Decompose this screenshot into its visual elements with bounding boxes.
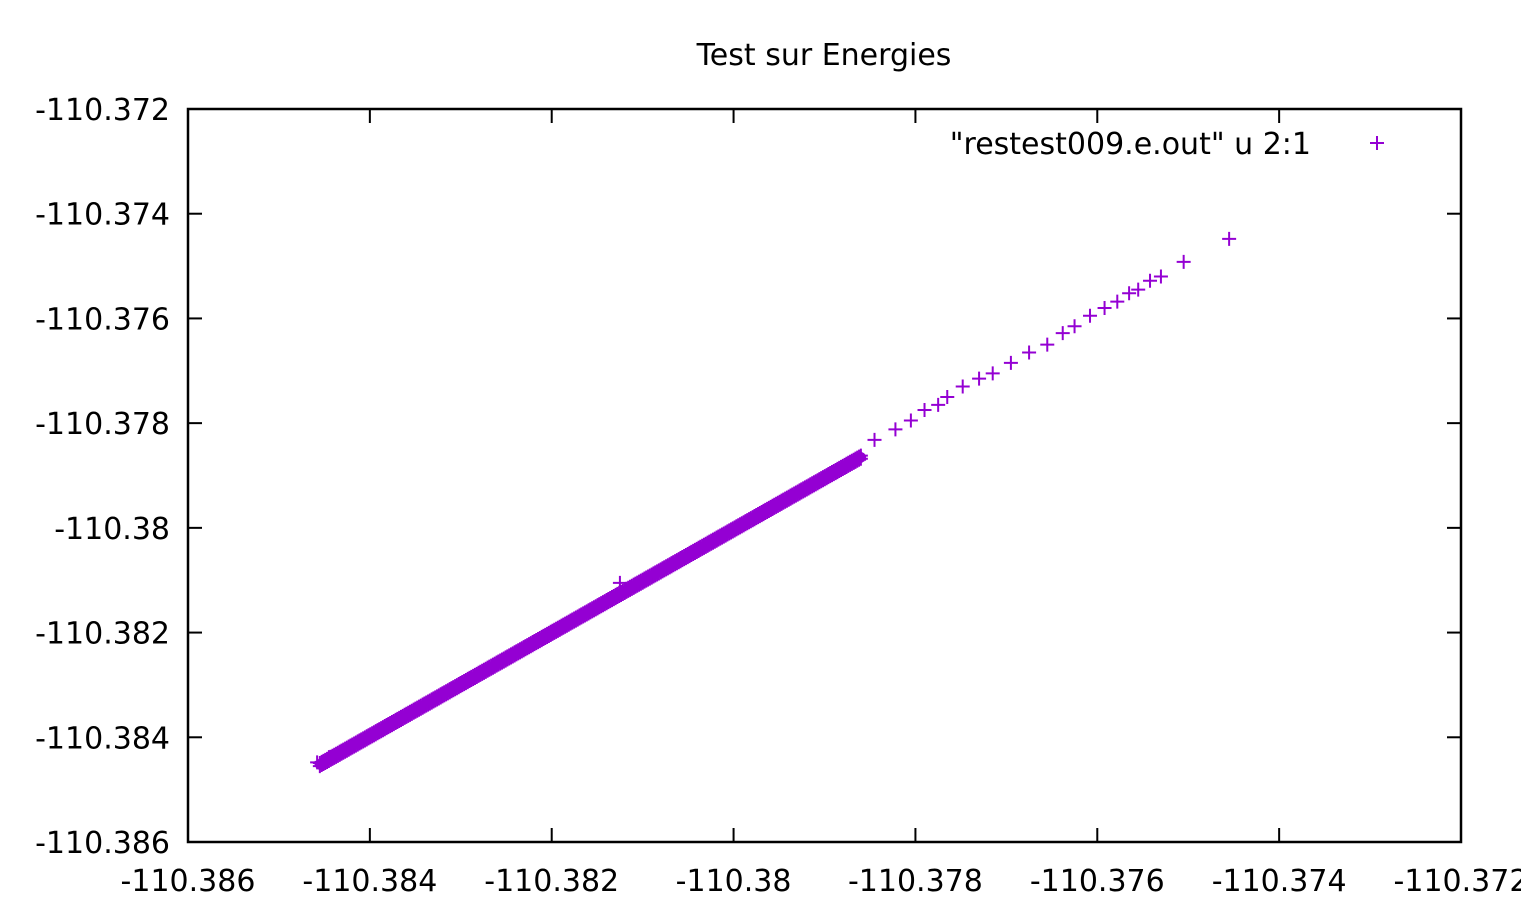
x-tick-label: -110.382	[484, 864, 619, 899]
y-tick-label: -110.374	[35, 198, 170, 233]
data-point	[1067, 319, 1082, 334]
y-tick-label: -110.384	[35, 721, 170, 756]
data-point	[1122, 286, 1137, 301]
y-tick-label: -110.376	[35, 302, 170, 337]
data-point	[1131, 282, 1146, 297]
x-tick-label: -110.372	[1394, 864, 1521, 899]
y-tick-label: -110.38	[54, 512, 170, 547]
data-point	[931, 397, 946, 412]
data-point	[985, 366, 1000, 381]
plot-frame	[186, 107, 1463, 844]
legend-plus-icon	[1370, 136, 1384, 150]
data-point	[1097, 300, 1112, 315]
x-tick-label: -110.38	[676, 864, 792, 899]
x-tick-label: -110.378	[848, 864, 983, 899]
y-tick-label: -110.372	[35, 93, 170, 128]
data-point	[972, 371, 987, 386]
data-point	[940, 389, 955, 404]
x-tick-label: -110.376	[1030, 864, 1165, 899]
data-point	[888, 422, 903, 437]
axis-ticks: -110.386 -110.384 -110.382 -110.38 -110.378 -…	[35, 93, 1521, 899]
data-point	[1222, 231, 1237, 246]
data-point	[612, 575, 627, 590]
legend-marker	[1370, 136, 1384, 150]
data-point	[1153, 269, 1168, 284]
data-point	[917, 403, 932, 418]
data-points	[310, 231, 1237, 774]
data-point	[853, 451, 868, 466]
data-point	[1176, 254, 1191, 269]
legend: "restest009.e.out" u 2:1	[950, 127, 1384, 162]
data-point	[1003, 355, 1018, 370]
y-tick-label: -110.382	[35, 617, 170, 652]
data-point	[1022, 345, 1037, 360]
x-tick-label: -110.384	[302, 864, 437, 899]
legend-label: "restest009.e.out" u 2:1	[950, 127, 1311, 162]
data-point	[1055, 326, 1070, 341]
data-point	[321, 750, 336, 765]
data-point	[1110, 294, 1125, 309]
chart-title: Test sur Energies	[696, 38, 952, 73]
data-point	[1083, 308, 1098, 323]
data-point	[867, 432, 882, 447]
x-tick-label: -110.374	[1212, 864, 1347, 899]
data-point	[903, 413, 918, 428]
data-point	[1040, 337, 1055, 352]
x-tick-label: -110.386	[121, 864, 256, 899]
y-tick-label: -110.378	[35, 407, 170, 442]
data-point	[955, 379, 970, 394]
y-tick-label: -110.386	[35, 826, 170, 861]
data-point	[1143, 273, 1158, 288]
data-point	[310, 755, 325, 770]
